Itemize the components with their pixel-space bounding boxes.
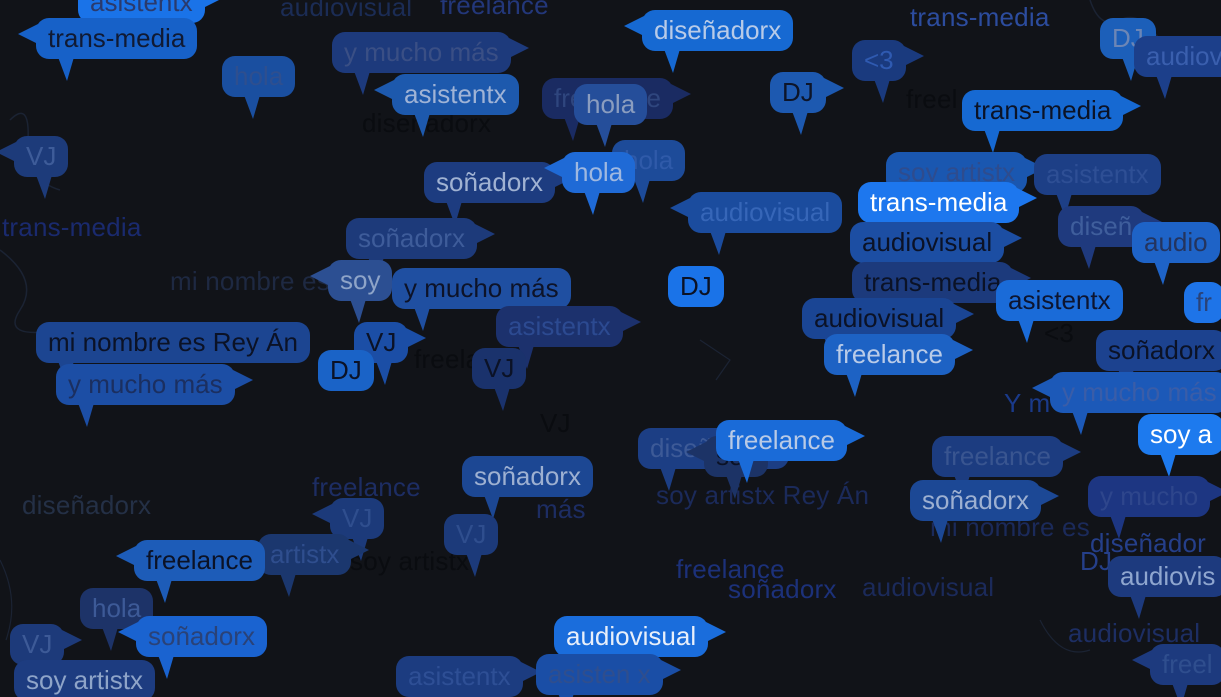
speech-bubble: diseñadorx [623, 10, 794, 73]
speech-bubble: asistentx [496, 306, 641, 369]
speech-bubble: asistentx [396, 656, 541, 697]
speech-bubble: y mucho [1088, 476, 1221, 539]
speech-bubble: audiovisual [669, 192, 843, 255]
speech-bubble: artistx [258, 534, 370, 597]
speech-bubble: freelance [116, 540, 265, 603]
speech-bubble: freelance [716, 420, 865, 483]
speech-bubble: soñadorx [346, 218, 495, 281]
speech-bubble: y mucho más [332, 32, 529, 95]
ghost-word: mi nombre es [170, 266, 330, 296]
speech-bubble: hola [80, 588, 154, 651]
speech-bubble: VJ [10, 624, 83, 687]
ghost-word: trans-media [2, 212, 142, 242]
ghost-word: audiovisual [1068, 618, 1201, 648]
speech-bubble: diseñ [1058, 206, 1163, 269]
speech-bubble: <3 [852, 40, 924, 103]
speech-bubble: trans-media [962, 90, 1142, 153]
speech-bubble: y mucho más [1032, 372, 1221, 435]
ghost-word: freelance [312, 472, 421, 502]
speech-bubble: audiovisual [802, 298, 975, 361]
speech-bubble: freelance [824, 334, 973, 397]
speech-bubble: mi nombre es Rey Án [36, 322, 310, 385]
ghost-word: freelance [676, 554, 785, 584]
speech-bubble: soy artistx [14, 660, 156, 697]
speech-bubble: soñadorx [462, 456, 593, 519]
speech-bubble: audiovisual [850, 222, 1023, 285]
ghost-word: VJ [540, 408, 571, 438]
ghost-word: freelance [440, 0, 549, 20]
speech-bubble: soy [309, 260, 393, 323]
speech-bubble: soñadorx [118, 616, 267, 679]
speech-bubble: VJ [311, 498, 385, 561]
speech-bubble: DJ [318, 350, 374, 391]
ghost-word: diseñador [1090, 528, 1206, 558]
speech-bubble: freel [1132, 644, 1221, 697]
speech-bubble: VJ [444, 514, 499, 577]
speech-bubble: DJ [668, 266, 724, 307]
speech-bubble: asisten x [536, 654, 681, 697]
speech-bubble: soñadorx [424, 162, 573, 225]
speech-bubble: hola [543, 152, 636, 215]
speech-bubble: asistentx [374, 74, 519, 137]
speech-bubble: soy a [1138, 414, 1221, 477]
speech-bubble: DJ [770, 72, 844, 135]
ghost-word: freel [906, 84, 958, 114]
speech-bubble: soñadorx [910, 480, 1059, 543]
speech-bubble: hola [222, 56, 296, 119]
ghost-word: soñadorx [728, 574, 837, 604]
speech-bubble: VJ [472, 348, 527, 411]
speech-bubble: soñadorx [1096, 330, 1221, 393]
speech-bubble: trans-media [17, 18, 198, 81]
ghost-word: diseñadorx [22, 490, 152, 520]
ghost-word: trans-media [910, 2, 1050, 32]
speech-bubble: y mucho más [392, 268, 571, 331]
ghost-word: más [536, 494, 586, 524]
speech-bubble: freelance [932, 436, 1081, 499]
speech-bubble: audio [1132, 222, 1220, 285]
speech-bubble: trans-media [852, 262, 1032, 325]
ghost-word: <3 [1044, 318, 1075, 348]
speech-bubble: VJ [0, 136, 69, 199]
speech-bubble: asistentx [1034, 154, 1161, 217]
speech-bubble: y mucho más [56, 364, 253, 427]
speech-bubble: fr [1184, 282, 1221, 323]
speech-bubble: trans-media [858, 182, 1038, 245]
ghost-word: soy artistx Rey Án [656, 480, 870, 510]
ghost-word: audiovisual [862, 572, 995, 602]
speech-bubble: asistentx [996, 280, 1123, 343]
ghost-word: DJ [1080, 546, 1113, 576]
speech-bubble: audiovis [1108, 556, 1221, 619]
speech-bubble: audiovis [1134, 36, 1221, 99]
speech-bubble: audiovisual [554, 616, 727, 679]
speech-bubble: hola [574, 84, 648, 147]
ghost-word: audiovisual [280, 0, 413, 22]
